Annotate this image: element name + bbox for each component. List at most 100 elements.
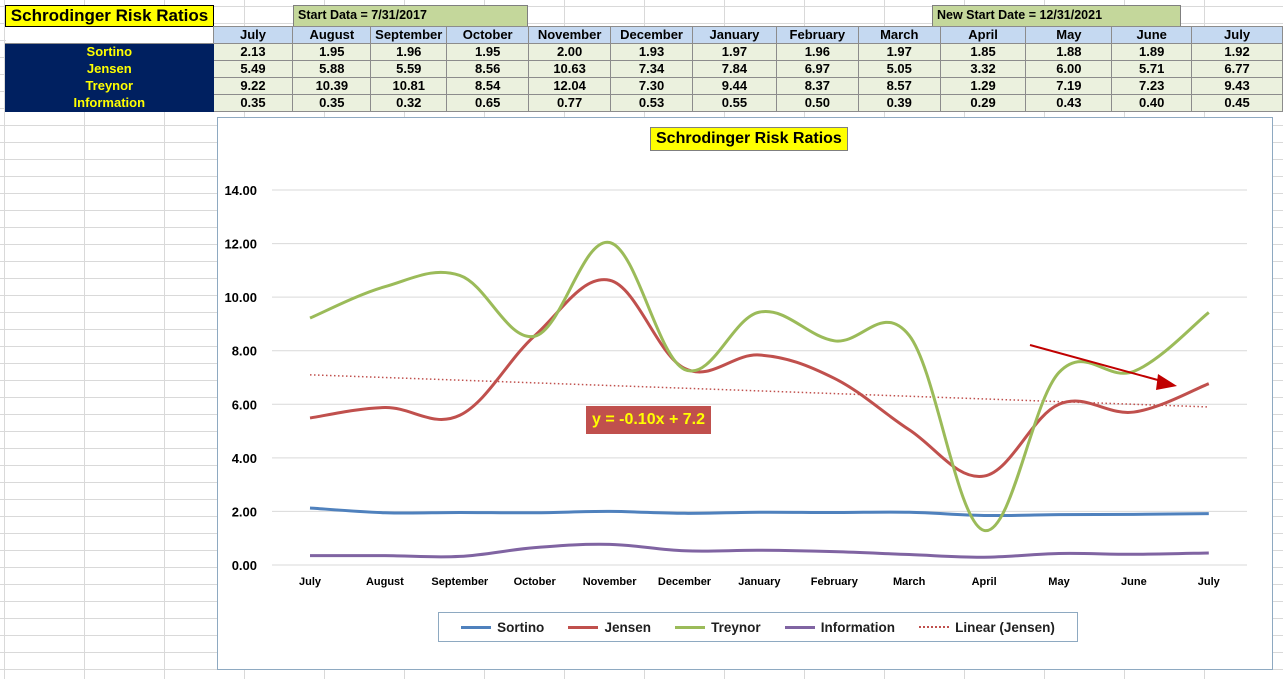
- sheet-title[interactable]: Schrodinger Risk Ratios: [5, 5, 214, 27]
- table-cell[interactable]: 1.96: [775, 43, 859, 61]
- table-cell[interactable]: 9.44: [692, 77, 777, 95]
- legend-item[interactable]: Information: [784, 619, 895, 635]
- x-tick-label: July: [1198, 576, 1221, 588]
- column-header[interactable]: June: [1111, 26, 1193, 44]
- legend-swatch: [919, 626, 950, 628]
- y-tick-label: 6.00: [232, 397, 257, 412]
- trendline-linear-jensen: [309, 374, 1209, 408]
- table-cell[interactable]: 1.96: [370, 43, 448, 61]
- chart-legend[interactable]: Sortino Jensen Treynor Information Linear (J…: [438, 612, 1078, 642]
- table-cell[interactable]: 9.43: [1191, 77, 1283, 95]
- table-cell[interactable]: 5.59: [370, 60, 448, 78]
- table-cell[interactable]: 6.77: [1191, 60, 1283, 78]
- row-label[interactable]: Treynor: [5, 77, 214, 95]
- legend-swatch: [461, 625, 492, 629]
- y-tick-label: 8.00: [232, 344, 257, 359]
- series-line-sortino: [309, 506, 1209, 518]
- table-cell[interactable]: 0.40: [1111, 94, 1193, 112]
- annotation-arrow-head: [1156, 374, 1177, 390]
- x-tick-label: May: [1048, 576, 1070, 588]
- legend-item[interactable]: Sortino: [461, 620, 544, 635]
- table-header-row: July August September October November Decemb…: [5, 26, 1283, 44]
- column-header[interactable]: January: [692, 26, 777, 44]
- x-tick-label: February: [811, 576, 859, 588]
- legend-swatch: [784, 625, 815, 629]
- table-cell[interactable]: 2.13: [212, 43, 294, 61]
- table-cell[interactable]: 1.85: [939, 43, 1027, 61]
- legend-item[interactable]: Linear (Jensen): [919, 620, 1055, 635]
- x-tick-label: January: [738, 576, 781, 588]
- table-cell[interactable]: 0.35: [212, 94, 294, 112]
- y-tick-label: 2.00: [232, 504, 257, 519]
- table-cell[interactable]: 3.32: [939, 60, 1027, 78]
- table-cell[interactable]: 0.29: [939, 94, 1027, 112]
- x-tick-label: April: [972, 576, 997, 588]
- series-line-treynor: [309, 240, 1210, 532]
- y-tick-label: 10.00: [224, 290, 257, 305]
- table-cell[interactable]: 9.22: [212, 77, 294, 95]
- x-tick-label: March: [893, 576, 926, 588]
- y-tick-label: 12.00: [224, 237, 257, 252]
- column-header[interactable]: September: [370, 26, 448, 44]
- table-cell[interactable]: 5.05: [857, 60, 941, 78]
- x-tick-label: November: [583, 576, 638, 588]
- legend-item[interactable]: Treynor: [675, 620, 761, 635]
- legend-item[interactable]: Jensen: [568, 620, 651, 635]
- table-cell[interactable]: 1.95: [292, 43, 372, 61]
- table-cell[interactable]: 6.00: [1025, 60, 1113, 78]
- table-cell[interactable]: 8.37: [775, 77, 859, 95]
- x-tick-label: June: [1121, 576, 1147, 588]
- table-cell[interactable]: 7.34: [610, 60, 694, 78]
- column-header[interactable]: October: [446, 26, 530, 44]
- legend-label: Linear (Jensen): [955, 619, 1055, 635]
- x-tick-label: December: [658, 576, 712, 588]
- table-row: Sortino 2.13 1.95 1.96 1.95 2.00 1.93 1.97 1.96 1…: [5, 43, 1283, 61]
- table-cell[interactable]: 1.88: [1025, 43, 1113, 61]
- new-start-date-note[interactable]: New Start Date = 12/31/2021: [932, 5, 1181, 27]
- legend-label: Treynor: [711, 619, 761, 635]
- table-cell[interactable]: 1.89: [1111, 43, 1193, 61]
- chart-area[interactable]: [217, 117, 1273, 670]
- series-line-information: [309, 542, 1209, 559]
- table-cell[interactable]: 0.35: [292, 94, 372, 112]
- x-tick-label: August: [366, 576, 404, 588]
- table-cell[interactable]: 0.39: [857, 94, 941, 112]
- table-cell[interactable]: 0.43: [1025, 94, 1113, 112]
- table-cell[interactable]: 0.55: [692, 94, 777, 112]
- table-cell[interactable]: 1.92: [1191, 43, 1283, 61]
- legend-label: Sortino: [497, 619, 545, 635]
- chart-title[interactable]: Schrodinger Risk Ratios: [650, 127, 848, 151]
- column-header[interactable]: July: [1191, 26, 1283, 44]
- legend-swatch: [568, 625, 599, 629]
- series-line-jensen: [309, 278, 1210, 478]
- trendline-equation-label[interactable]: y = -0.10x + 7.2: [586, 406, 711, 434]
- table-cell[interactable]: 5.71: [1111, 60, 1193, 78]
- table-cell[interactable]: 10.39: [292, 77, 372, 95]
- table-cell[interactable]: 0.32: [370, 94, 448, 112]
- table-cell[interactable]: 1.95: [446, 43, 530, 61]
- legend-swatch: [675, 625, 706, 629]
- table-cell[interactable]: 0.65: [446, 94, 530, 112]
- table-row: Jensen 5.49 5.88 5.59 8.56 10.63 7.34 7.84 6.97 5…: [5, 60, 1283, 78]
- table-cell[interactable]: 0.45: [1191, 94, 1283, 112]
- legend-label: Information: [820, 619, 895, 635]
- column-header[interactable]: August: [292, 26, 372, 44]
- table-cell[interactable]: 0.77: [528, 94, 612, 112]
- annotation-arrow-shaft: [1029, 344, 1166, 383]
- row-label[interactable]: Information: [5, 94, 214, 112]
- table-cell[interactable]: 0.53: [610, 94, 694, 112]
- table-row: Treynor 9.22 10.39 10.81 8.54 12.04 7.30 9.44 8.…: [5, 77, 1283, 95]
- table-cell[interactable]: 5.88: [292, 60, 372, 78]
- start-date-note[interactable]: Start Data = 7/31/2017: [293, 5, 528, 27]
- risk-ratio-table: July August September October November Decemb…: [5, 26, 1283, 112]
- column-header[interactable]: July: [212, 26, 294, 44]
- table-cell[interactable]: 12.04: [528, 77, 612, 95]
- row-label[interactable]: Jensen: [5, 60, 214, 78]
- column-header[interactable]: March: [857, 26, 941, 44]
- table-cell[interactable]: 0.50: [775, 94, 859, 112]
- table-cell[interactable]: 10.81: [370, 77, 448, 95]
- table-cell[interactable]: 10.63: [528, 60, 612, 78]
- column-header[interactable]: April: [939, 26, 1027, 44]
- x-tick-label: September: [431, 576, 489, 588]
